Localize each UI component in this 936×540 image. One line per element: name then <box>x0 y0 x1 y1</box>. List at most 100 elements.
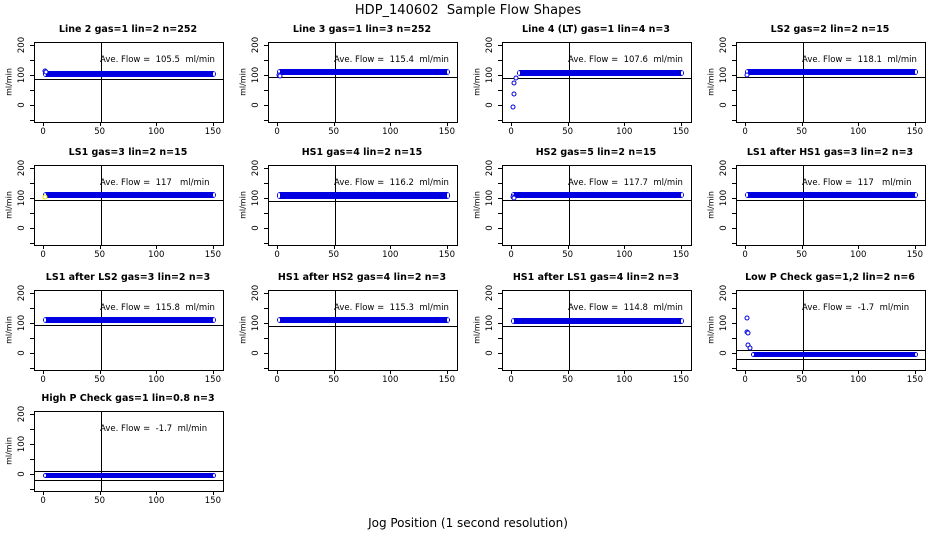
y-tick-label: 200 <box>719 284 729 302</box>
y-tick <box>498 104 502 106</box>
x-tick <box>624 370 626 374</box>
plot-box <box>34 411 224 492</box>
y-tick-label: 0 <box>485 101 495 108</box>
flow-point <box>511 195 517 201</box>
grid-vline-50 <box>100 291 102 370</box>
y-tick <box>264 119 268 121</box>
subplot-6: HS1 gas=4 lin=2 n=15 Ave. Flow = 116.2 ml… <box>234 143 468 266</box>
flow-band <box>42 70 217 78</box>
x-tick-label: 150 <box>672 375 690 385</box>
x-tick-label: 0 <box>274 127 280 137</box>
subplot-title: HS2 gas=5 lin=2 n=15 <box>535 147 657 158</box>
x-tick <box>333 122 335 126</box>
y-axis-label: ml/min <box>472 315 482 344</box>
y-tick <box>498 367 502 369</box>
y-tick <box>30 242 34 244</box>
band-end-notch <box>681 192 684 198</box>
y-tick-label: 0 <box>719 224 729 231</box>
y-tick <box>732 227 736 229</box>
x-tick <box>624 245 626 249</box>
flow-band <box>744 191 919 199</box>
flow-band <box>276 317 451 324</box>
x-tick-label: 0 <box>40 127 46 137</box>
x-axis-title: Jog Position (1 second resolution) <box>368 516 568 530</box>
band-end-notch <box>915 353 918 356</box>
x-tick-label: 150 <box>204 375 222 385</box>
x-tick <box>801 245 803 249</box>
x-tick <box>212 491 214 495</box>
x-tick-label: 100 <box>616 375 633 385</box>
x-tick <box>156 122 158 126</box>
subplot-title: HS1 after LS1 gas=4 lin=2 n=3 <box>512 272 680 283</box>
x-tick <box>745 122 747 126</box>
flow-point <box>277 73 283 78</box>
x-tick <box>212 245 214 249</box>
y-tick-label: 200 <box>17 159 27 177</box>
flow-point <box>744 315 750 321</box>
x-tick <box>801 370 803 374</box>
y-tick <box>30 168 34 169</box>
subplot-title: HS1 after HS2 gas=4 lin=2 n=3 <box>277 272 447 283</box>
y-tick-label: 100 <box>251 66 261 83</box>
y-tick <box>264 322 268 324</box>
y-tick <box>30 443 34 445</box>
subplot-title: LS1 after HS1 gas=3 lin=2 n=3 <box>746 147 914 158</box>
y-tick <box>264 59 268 61</box>
limit-line <box>737 359 925 361</box>
flow-band <box>276 68 451 76</box>
y-tick <box>732 74 736 76</box>
grid-vline-50 <box>334 166 336 245</box>
y-tick <box>732 242 736 244</box>
y-axis-label: ml/min <box>238 190 248 219</box>
band-end-notch <box>915 69 918 75</box>
y-axis-label: ml/min <box>238 67 248 96</box>
y-tick-label: 0 <box>485 349 495 356</box>
limit-line <box>737 350 925 351</box>
x-tick-label: 0 <box>40 250 46 260</box>
grid-vline-50 <box>100 43 102 122</box>
ave-flow-label: Ave. Flow = 115.3 ml/min <box>334 303 449 313</box>
y-tick-label: 100 <box>251 189 261 206</box>
ave-flow-label: Ave. Flow = 116.2 ml/min <box>334 178 449 188</box>
x-tick-label: 50 <box>562 127 574 137</box>
y-tick <box>264 367 268 369</box>
subplot-12: Low P Check gas=1,2 lin=2 n=6 Ave. Flow =… <box>702 268 936 391</box>
y-tick <box>264 45 268 46</box>
x-tick <box>511 122 513 126</box>
band-end-notch <box>447 318 450 323</box>
plot-box <box>268 290 458 371</box>
x-tick-label: 100 <box>148 375 165 385</box>
x-tick <box>333 370 335 374</box>
plot-box <box>268 165 458 246</box>
grid-vline-50 <box>568 291 570 370</box>
x-tick <box>446 122 448 126</box>
x-tick-label: 100 <box>148 250 165 260</box>
x-tick <box>858 245 860 249</box>
x-tick-label: 0 <box>742 375 748 385</box>
y-tick <box>264 74 268 76</box>
y-tick <box>498 293 502 294</box>
y-tick <box>732 104 736 106</box>
y-tick-label: 0 <box>17 224 27 231</box>
y-tick-label: 200 <box>485 159 495 177</box>
y-tick <box>30 352 34 354</box>
grid-vline-50 <box>568 166 570 245</box>
x-tick-label: 100 <box>148 127 165 137</box>
limit-line <box>35 325 223 327</box>
y-tick-label: 0 <box>485 224 495 231</box>
band-end-notch <box>517 70 520 75</box>
flow-point <box>745 330 751 336</box>
band-end-notch <box>213 192 216 198</box>
y-tick <box>30 197 34 199</box>
y-tick <box>264 197 268 199</box>
y-tick <box>30 104 34 106</box>
flow-band <box>42 191 217 199</box>
y-tick-label: 0 <box>251 101 261 108</box>
y-tick-label: 100 <box>719 314 729 331</box>
x-tick <box>277 122 279 126</box>
band-end-notch <box>213 474 216 477</box>
y-tick <box>732 45 736 46</box>
page-title: HDP_140602 Sample Flow Shapes <box>354 3 582 18</box>
plot-box <box>502 290 692 371</box>
y-tick <box>498 307 502 309</box>
